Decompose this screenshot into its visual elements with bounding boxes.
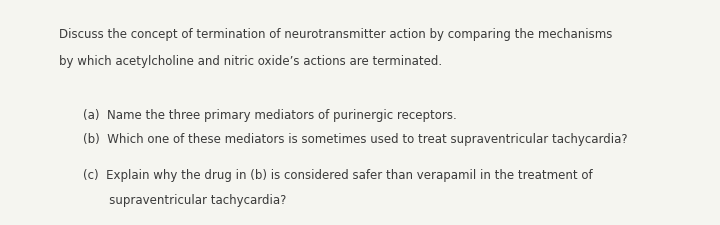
Text: (c)  Explain why the drug in (b) is considered safer than verapamil in the treat: (c) Explain why the drug in (b) is consi… [83,168,593,181]
Text: supraventricular tachycardia?: supraventricular tachycardia? [83,193,286,206]
Text: (a)  Name the three primary mediators of purinergic receptors.: (a) Name the three primary mediators of … [83,108,456,122]
Text: Discuss the concept of termination of neurotransmitter action by comparing the m: Discuss the concept of termination of ne… [59,27,613,40]
Text: (b)  Which one of these mediators is sometimes used to treat supraventricular ta: (b) Which one of these mediators is some… [83,132,627,145]
Text: by which acetylcholine and nitric oxide’s actions are terminated.: by which acetylcholine and nitric oxide’… [59,54,442,68]
